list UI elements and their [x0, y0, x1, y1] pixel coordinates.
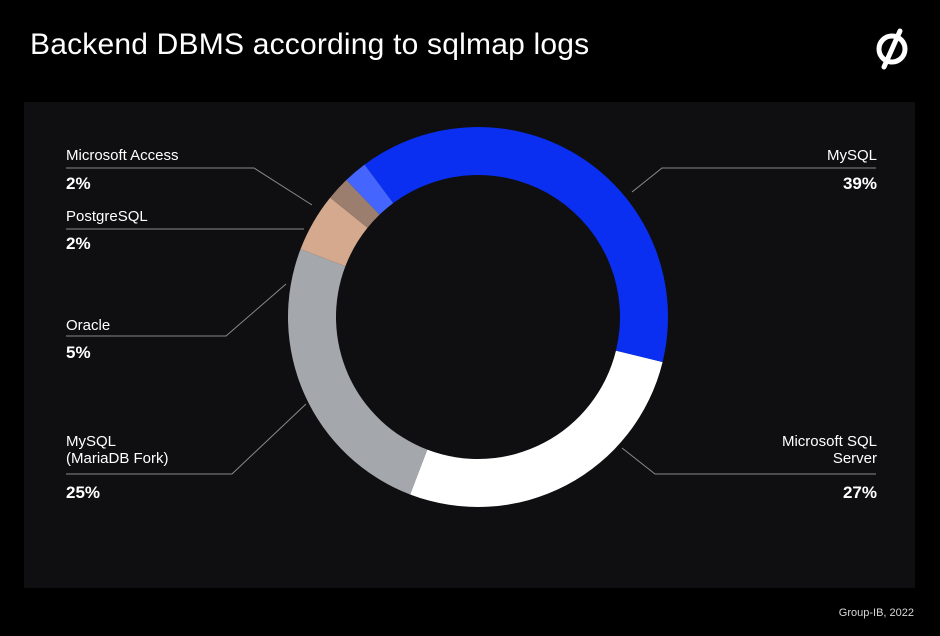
slice-value-microsoft-sql-server: 27%	[843, 483, 877, 502]
leader-line-mysql	[631, 167, 876, 193]
slice-label-microsoft-access: Microsoft Access	[66, 147, 179, 164]
slice-value-oracle: 5%	[66, 343, 91, 362]
leader-line-mysql-mariadb-fork	[66, 403, 307, 475]
chart-title: Backend DBMS according to sqlmap logs	[30, 28, 590, 61]
slice-microsoft-access	[346, 164, 394, 215]
leader-line-oracle	[66, 283, 287, 337]
slice-label-mysql-mariadb-fork-line2: (MariaDB Fork)	[66, 450, 169, 467]
slice-label-oracle: Oracle	[66, 317, 110, 334]
slice-label-postgresql: PostgreSQL	[66, 208, 148, 225]
leader-line-microsoft-sql-server	[621, 447, 876, 475]
slice-postgresql	[330, 180, 380, 228]
slice-microsoft-sql-server	[410, 350, 663, 507]
leader-line-microsoft-access	[66, 167, 313, 206]
slice-value-postgresql: 2%	[66, 234, 91, 253]
slice-value-microsoft-access: 2%	[66, 174, 91, 193]
chart-panel	[24, 102, 915, 588]
slice-label-mysql: MySQL	[827, 147, 877, 164]
slice-label-mysql-mariadb-fork-line1: MySQL	[66, 433, 116, 450]
group-ib-logo-icon	[876, 28, 908, 70]
slice-mysql-mariadb-fork	[288, 249, 428, 495]
slice-value-mysql: 39%	[843, 174, 877, 193]
slice-label-microsoft-sql-server-line1: Microsoft SQL	[782, 433, 877, 450]
slice-oracle	[300, 197, 368, 267]
slice-value-mysql-mariadb-fork: 25%	[66, 483, 100, 502]
footer-credit: Group-IB, 2022	[838, 607, 914, 619]
slice-label-microsoft-sql-server-line2: Server	[833, 450, 877, 467]
slice-mysql	[364, 127, 668, 363]
